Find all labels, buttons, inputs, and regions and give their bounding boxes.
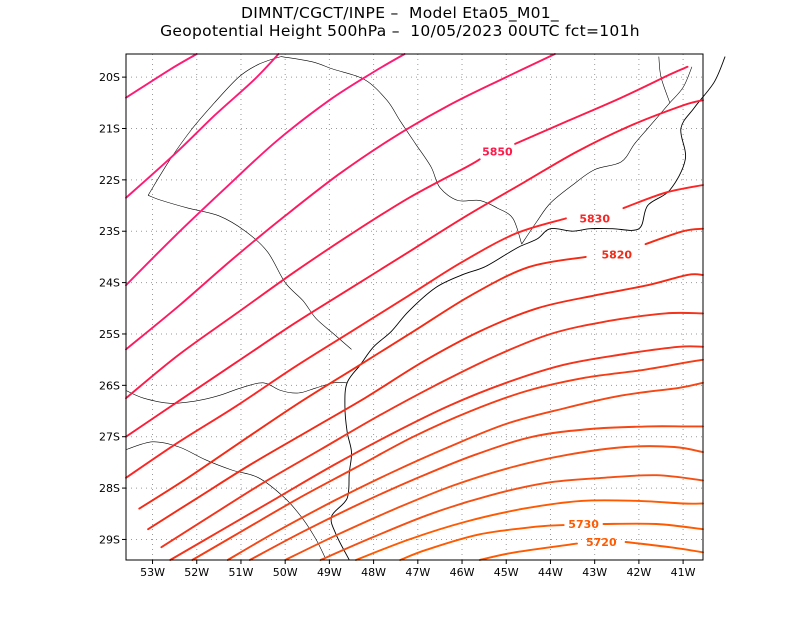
plot-frame bbox=[125, 53, 704, 561]
height-contour-line bbox=[226, 381, 704, 561]
contour-value-label: 5850 bbox=[482, 146, 513, 159]
lat-tick-label: 27S bbox=[99, 431, 120, 444]
height-contour-line bbox=[319, 474, 704, 561]
height-contour-line bbox=[248, 425, 704, 561]
height-contour-line bbox=[125, 99, 704, 438]
height-contour-line bbox=[191, 358, 704, 561]
state-border bbox=[658, 56, 671, 103]
lat-tick-label: 20S bbox=[99, 71, 120, 84]
lat-tick-label: 23S bbox=[99, 225, 120, 238]
lat-tick-label: 26S bbox=[99, 379, 120, 392]
height-contour-line bbox=[138, 255, 587, 510]
title-line-2: Geopotential Height 500hPa – 10/05/2023 … bbox=[160, 22, 640, 40]
map-title: DIMNT/CGCT/INPE – Model Eta05_M01_ Geopo… bbox=[0, 4, 800, 40]
state-border bbox=[147, 195, 352, 350]
height-contour-line bbox=[160, 311, 704, 549]
lon-tick-label: 42W bbox=[626, 566, 651, 579]
height-contour-line bbox=[514, 65, 689, 145]
lat-tick-label: 24S bbox=[99, 277, 120, 290]
coastline-and-borders bbox=[125, 56, 726, 561]
lat-tick-label: 29S bbox=[99, 533, 120, 546]
state-border bbox=[280, 56, 522, 245]
lon-tick-label: 46W bbox=[450, 566, 475, 579]
height-contour-line bbox=[624, 541, 704, 554]
lon-tick-label: 52W bbox=[184, 566, 209, 579]
height-contour-line bbox=[354, 499, 704, 561]
state-border bbox=[125, 441, 326, 558]
coastline bbox=[330, 56, 726, 561]
contour-value-label: 5830 bbox=[579, 212, 610, 225]
lon-tick-label: 49W bbox=[317, 566, 342, 579]
lon-tick-label: 48W bbox=[361, 566, 386, 579]
contour-value-label: 5730 bbox=[568, 518, 599, 531]
title-line-1: DIMNT/CGCT/INPE – Model Eta05_M01_ bbox=[240, 4, 559, 22]
height-contour-line bbox=[147, 273, 704, 531]
contour-labels: 5850 5830 5820 5730 5720 bbox=[482, 146, 632, 549]
contour-value-label: 5720 bbox=[586, 536, 617, 549]
height-contour-line bbox=[478, 542, 578, 561]
height-contour-line bbox=[644, 227, 704, 246]
lat-tick-label: 22S bbox=[99, 174, 120, 187]
state-border bbox=[147, 56, 281, 196]
height-contour-line bbox=[399, 524, 565, 561]
height-contour-line bbox=[125, 53, 556, 351]
height-contour-line bbox=[169, 345, 704, 561]
lat-tick-label: 21S bbox=[99, 122, 120, 135]
lon-tick-label: 45W bbox=[494, 566, 519, 579]
height-contours bbox=[125, 53, 704, 561]
lon-tick-label: 53W bbox=[140, 566, 165, 579]
height-contour-line bbox=[125, 217, 567, 479]
lon-tick-label: 50W bbox=[273, 566, 298, 579]
lon-tick-label: 51W bbox=[229, 566, 254, 579]
state-border bbox=[125, 382, 348, 404]
lon-tick-label: 43W bbox=[582, 566, 607, 579]
state-border bbox=[521, 66, 693, 245]
lon-tick-label: 41W bbox=[671, 566, 696, 579]
lon-tick-label: 44W bbox=[538, 566, 563, 579]
height-contour-line bbox=[125, 158, 481, 400]
lat-tick-label: 28S bbox=[99, 482, 120, 495]
contour-value-label: 5820 bbox=[601, 248, 632, 261]
lon-tick-label: 47W bbox=[405, 566, 430, 579]
height-contour-line bbox=[622, 184, 704, 210]
axis-ticks: 20S 21S 22S 23S 24S 25S 26S 27S 28S 29S 53W 52W 51W 5… bbox=[99, 71, 696, 579]
height-contour-line bbox=[125, 53, 406, 287]
height-contour-line bbox=[284, 445, 704, 561]
grid-lines bbox=[126, 54, 703, 560]
height-contour-line bbox=[125, 53, 198, 99]
height-contour-line bbox=[602, 522, 704, 531]
height-contour-line bbox=[125, 53, 280, 199]
lat-tick-label: 25S bbox=[99, 328, 120, 341]
